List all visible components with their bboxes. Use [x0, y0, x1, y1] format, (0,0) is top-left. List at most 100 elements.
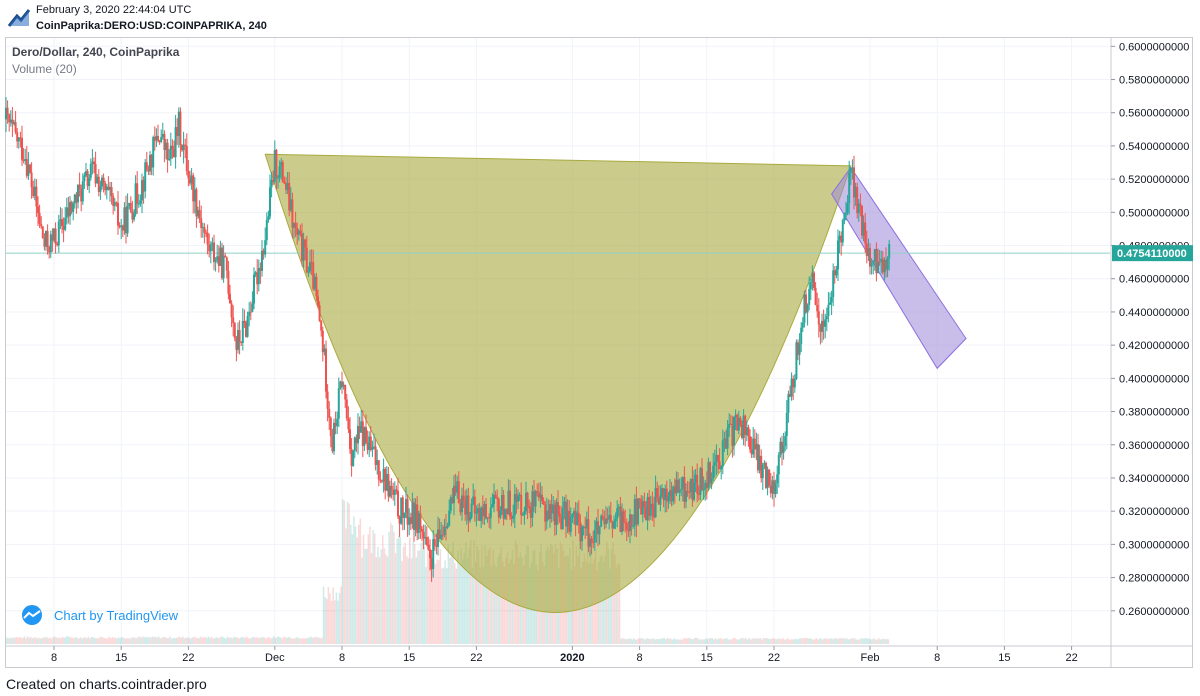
candle-body: [265, 220, 268, 241]
candle-body: [16, 132, 19, 142]
candle-body: [582, 526, 585, 528]
volume-bar: [481, 545, 483, 644]
candle-body: [712, 465, 715, 479]
candle-body: [616, 508, 619, 520]
volume-bar: [428, 553, 430, 644]
candle-body: [408, 517, 411, 525]
candle-body: [696, 474, 699, 494]
candle-body: [8, 114, 11, 123]
date-tick-label: 22: [470, 652, 482, 664]
candle-body: [739, 417, 742, 425]
volume-bar: [868, 638, 870, 644]
volume-bar: [676, 639, 678, 644]
volume-bar: [295, 637, 298, 644]
candle-body: [272, 179, 275, 182]
volume-bar: [354, 526, 357, 644]
volume-bar: [274, 638, 277, 644]
volume-bar: [831, 638, 834, 644]
volume-bar: [353, 516, 355, 644]
volume-bar: [460, 548, 462, 644]
candle-body: [278, 166, 281, 178]
volume-bar: [777, 638, 779, 644]
volume-bar: [294, 638, 296, 644]
volume-bar: [313, 637, 315, 644]
volume-bar: [663, 638, 666, 644]
candle-body: [758, 455, 761, 471]
volume-bar: [839, 638, 842, 644]
candle-body: [405, 499, 407, 513]
volume-bar: [633, 638, 635, 644]
volume-bar: [258, 638, 261, 644]
candle-body: [262, 250, 265, 255]
candle-body: [32, 187, 35, 196]
volume-bar: [396, 539, 398, 644]
candle-body: [749, 436, 751, 450]
candle-body: [409, 517, 412, 524]
volume-bar: [740, 638, 742, 644]
candle-body: [536, 491, 539, 493]
volume-bar: [94, 638, 96, 644]
candle-body: [128, 202, 131, 207]
candle-body: [134, 183, 137, 215]
candle-body: [414, 504, 417, 530]
candle-body: [237, 330, 239, 350]
candle-body: [417, 513, 420, 533]
volume-bar: [433, 560, 435, 644]
volume-legend[interactable]: Volume (20): [12, 62, 77, 76]
candle-body: [835, 269, 838, 276]
candle-body: [811, 272, 814, 283]
candle-body: [294, 222, 297, 228]
volume-bar: [714, 638, 717, 644]
series-legend-title[interactable]: Dero/Dollar, 240, CoinPaprika: [12, 45, 180, 59]
candle-body: [363, 427, 366, 446]
candle-body: [86, 171, 89, 187]
volume-bar: [452, 542, 454, 644]
volume-bar: [290, 638, 293, 644]
candle-body: [385, 474, 388, 491]
volume-bar: [321, 637, 323, 644]
candle-body: [349, 429, 351, 450]
candle-body: [217, 256, 220, 267]
candle-body: [646, 497, 649, 520]
volume-bar: [156, 637, 158, 644]
candle-body: [757, 444, 759, 471]
candle-body: [504, 509, 507, 519]
candle-body: [9, 119, 12, 123]
volume-bar: [78, 638, 80, 644]
candle-body: [185, 145, 188, 172]
candle-body: [728, 423, 731, 428]
candle-body: [509, 490, 511, 517]
candle-body: [710, 478, 713, 484]
volume-bar: [361, 557, 363, 644]
candle-body: [833, 270, 836, 276]
volume-bar: [718, 638, 720, 644]
volume-bar: [727, 639, 730, 644]
volume-bar: [447, 544, 450, 644]
candle-body: [494, 494, 497, 498]
candle-body: [70, 201, 73, 212]
candle-body: [502, 495, 505, 519]
volume-bar: [503, 567, 506, 644]
candle-body: [336, 418, 339, 427]
candle-body: [141, 180, 143, 201]
candle-body: [867, 247, 870, 256]
candle-body: [542, 501, 545, 505]
volume-bar: [369, 526, 371, 644]
volume-bar: [631, 639, 634, 644]
cup-pattern-drawing: [264, 153, 852, 613]
candle-body: [533, 491, 535, 507]
volume-bar: [177, 637, 179, 644]
volume-bar: [879, 639, 882, 644]
candle-body: [491, 503, 494, 508]
tradingview-watermark[interactable]: Chart by TradingView: [18, 605, 178, 625]
candle-body: [171, 145, 174, 150]
volume-bar: [817, 639, 819, 644]
price-tick-label: 0.5600000000: [1119, 108, 1189, 120]
volume-bar: [241, 636, 243, 644]
volume-bar: [729, 639, 731, 644]
volume-bar: [92, 637, 94, 644]
volume-bar: [186, 637, 189, 644]
volume-bar: [842, 638, 845, 644]
volume-bar: [441, 568, 443, 644]
